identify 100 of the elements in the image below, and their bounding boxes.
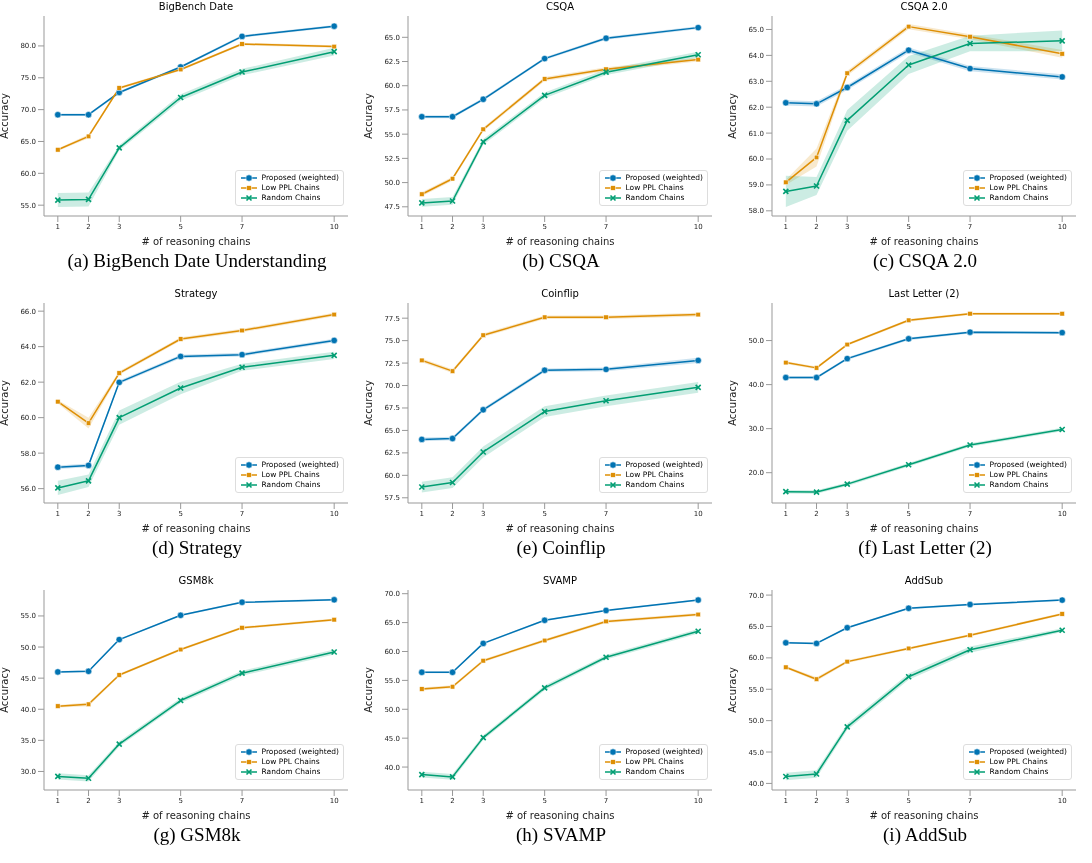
- point: [1058, 329, 1066, 337]
- text: (h) SVAMP: [515, 824, 607, 846]
- point: [813, 639, 820, 647]
- point: [1059, 611, 1065, 617]
- y-axis-title: Accuracy: [0, 93, 10, 139]
- point: [906, 317, 912, 323]
- point: [238, 68, 246, 76]
- point: [602, 607, 610, 614]
- chart-title: SVAMP: [541, 574, 579, 588]
- point: [602, 68, 610, 76]
- point: [239, 625, 245, 631]
- point: [1059, 51, 1065, 57]
- y-axis-title: Accuracy: [362, 93, 374, 139]
- y-axis-title: Accuracy: [726, 93, 738, 139]
- point: [783, 664, 789, 670]
- point: [55, 147, 61, 153]
- point: [449, 176, 456, 182]
- point: [843, 355, 851, 363]
- y-axis-title: Accuracy: [726, 380, 738, 426]
- point: [906, 24, 912, 30]
- point: [116, 370, 122, 376]
- point: [813, 100, 820, 108]
- point: [85, 667, 92, 675]
- point: [967, 632, 973, 638]
- point: [55, 703, 61, 709]
- point: [419, 191, 425, 197]
- point: [966, 441, 974, 449]
- point: [602, 365, 610, 373]
- point: [54, 111, 62, 119]
- point: [813, 154, 820, 160]
- point: [449, 435, 456, 442]
- point: [238, 669, 246, 677]
- point: [54, 668, 62, 676]
- point: [844, 341, 850, 348]
- point: [115, 144, 123, 152]
- chart-title: AddSub: [903, 574, 945, 588]
- point: [603, 618, 609, 624]
- point: [541, 92, 548, 99]
- x-axis-title: # of reasoning chains: [869, 523, 979, 534]
- chart-title: CSQA 2.0: [899, 0, 949, 14]
- point: [966, 601, 974, 608]
- point: [85, 461, 92, 469]
- chart-title: CSQA: [544, 0, 575, 14]
- point: [1058, 596, 1066, 604]
- point: [602, 34, 610, 42]
- point: [695, 611, 701, 618]
- point: [843, 84, 851, 91]
- point: [55, 399, 61, 405]
- y-axis-title: Accuracy: [0, 380, 10, 426]
- point: [542, 76, 548, 82]
- point: [1059, 311, 1065, 317]
- point: [479, 95, 487, 103]
- point: [695, 312, 701, 318]
- point: [418, 435, 426, 443]
- point: [813, 374, 820, 382]
- point: [905, 461, 912, 469]
- point: [238, 598, 246, 606]
- text: (f) Last Letter (2): [857, 537, 993, 559]
- point: [177, 611, 185, 619]
- point: [541, 55, 549, 63]
- point: [419, 357, 425, 363]
- point: [695, 57, 701, 63]
- point: [115, 378, 123, 386]
- x-axis-title: # of reasoning chains: [141, 810, 251, 821]
- point: [449, 668, 456, 676]
- point: [116, 85, 122, 91]
- point: [480, 126, 486, 132]
- point: [85, 420, 92, 426]
- point: [966, 328, 974, 336]
- point: [783, 179, 789, 185]
- point: [694, 24, 702, 32]
- point: [449, 479, 456, 486]
- point: [419, 686, 425, 692]
- x-axis-title: # of reasoning chains: [869, 236, 979, 247]
- chart-title: BigBench Date: [157, 0, 235, 14]
- point: [418, 113, 426, 121]
- point: [115, 636, 123, 644]
- point: [782, 639, 790, 647]
- point: [603, 314, 609, 320]
- point: [479, 639, 487, 647]
- point: [85, 701, 92, 707]
- y-axis-title: Accuracy: [362, 380, 374, 426]
- point: [418, 668, 426, 676]
- point: [116, 672, 122, 678]
- chart-title: Last Letter (2): [887, 287, 961, 301]
- point: [813, 365, 820, 371]
- point: [177, 352, 185, 360]
- text: (e) Coinflip: [515, 537, 607, 559]
- text: (d) Strategy: [150, 537, 244, 559]
- point: [238, 32, 246, 40]
- point: [782, 99, 790, 107]
- point: [330, 336, 338, 344]
- point: [177, 697, 184, 704]
- y-axis-title: Accuracy: [726, 667, 738, 713]
- text: (c) CSQA 2.0: [872, 250, 978, 272]
- point: [331, 44, 337, 50]
- y-axis-title: Accuracy: [0, 667, 10, 713]
- point: [906, 645, 912, 651]
- point: [239, 327, 245, 334]
- point: [905, 673, 912, 680]
